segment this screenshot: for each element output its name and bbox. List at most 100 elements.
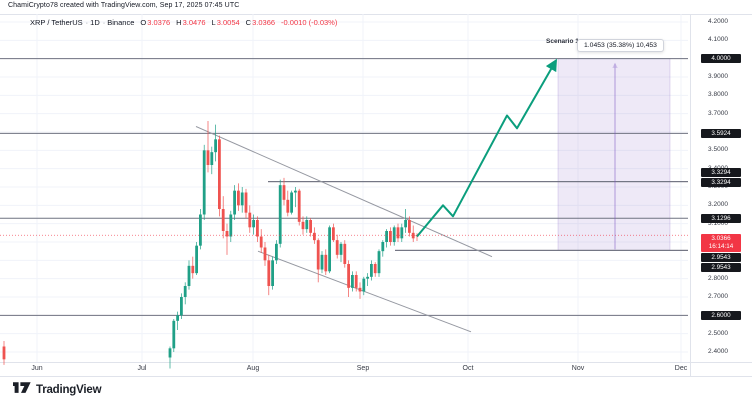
legend-separator: · bbox=[85, 18, 89, 27]
month-tick-label: Sep bbox=[356, 365, 370, 372]
candle-body bbox=[351, 274, 354, 288]
trendline[interactable] bbox=[257, 250, 472, 333]
price-tick-label: 4.2000 bbox=[708, 18, 728, 25]
scenario-projection-path[interactable] bbox=[416, 58, 557, 238]
price-level-badge: 3.5924 bbox=[701, 128, 741, 138]
candle-body bbox=[244, 192, 248, 213]
candle-body bbox=[191, 265, 195, 274]
candle-body bbox=[358, 287, 362, 292]
scenario-info-box: 1.0453 (35.38%) 10,453 bbox=[577, 39, 664, 52]
candle-body bbox=[305, 219, 309, 230]
scenario-target-zone[interactable] bbox=[557, 58, 671, 251]
price-tick-label: 2.4000 bbox=[708, 347, 728, 355]
candle-body bbox=[176, 315, 179, 321]
candle-body bbox=[385, 230, 388, 242]
candle-body bbox=[347, 263, 350, 288]
candle-body bbox=[294, 190, 297, 193]
trendline[interactable] bbox=[195, 126, 493, 258]
candle-body bbox=[328, 227, 331, 272]
price-tick-label: 3.5000 bbox=[708, 146, 728, 154]
candle-body bbox=[229, 214, 233, 237]
price-level-badge: 2.6000 bbox=[701, 310, 741, 320]
price-tick-label: 3.7000 bbox=[708, 109, 728, 117]
price-level-badge: 3.3294 bbox=[701, 178, 741, 188]
candle-body bbox=[248, 212, 252, 228]
candle-body bbox=[267, 260, 271, 286]
price-level-badge: 2.9543 bbox=[701, 262, 741, 272]
candle-body bbox=[362, 278, 366, 292]
candle-body bbox=[278, 185, 282, 244]
open-value: 3.0376 bbox=[147, 18, 171, 27]
candle-body bbox=[396, 227, 400, 239]
candle-body bbox=[313, 232, 316, 241]
legend-separator: · bbox=[102, 18, 106, 27]
time-axis[interactable]: Jun Jul Aug Sep Oct Nov Dec bbox=[0, 362, 690, 377]
high-label: H bbox=[176, 18, 182, 27]
price-tick-label: 3.2000 bbox=[708, 201, 728, 209]
last-price-countdown-badge: 3.0366 16:14:14 bbox=[701, 233, 741, 252]
low-label: L bbox=[211, 18, 216, 27]
candle-body bbox=[324, 254, 328, 272]
candle-body bbox=[370, 263, 373, 277]
tradingview-mark-icon bbox=[13, 380, 31, 399]
candle-body bbox=[256, 219, 259, 237]
month-tick-label: Nov bbox=[571, 365, 585, 372]
month-tick-label: Aug bbox=[246, 365, 260, 372]
candle-body bbox=[339, 243, 343, 255]
candle-body bbox=[214, 139, 217, 153]
candle-body bbox=[263, 247, 267, 261]
candle-body bbox=[290, 192, 293, 213]
price-tick-label: 2.8000 bbox=[708, 274, 728, 282]
timeframe-label[interactable]: 1D bbox=[90, 18, 100, 27]
close-label: C bbox=[245, 18, 252, 27]
candle-body bbox=[377, 251, 381, 274]
price-tick-label: 2.7000 bbox=[708, 292, 728, 300]
candle-body bbox=[354, 274, 358, 288]
candle-body bbox=[225, 230, 229, 237]
candle-body bbox=[237, 190, 240, 206]
month-tick-label: Jun bbox=[31, 365, 43, 372]
candle-body bbox=[233, 190, 236, 215]
candle-body bbox=[286, 199, 290, 213]
time-axis-border bbox=[0, 362, 752, 363]
candle-body bbox=[316, 240, 320, 270]
high-value: 3.0476 bbox=[182, 18, 206, 27]
candle-body bbox=[332, 227, 335, 241]
candle-body bbox=[366, 276, 369, 279]
candle-body bbox=[392, 227, 396, 242]
tradingview-wordmark: TradingView bbox=[36, 383, 102, 396]
month-tick-label: Jul bbox=[137, 365, 147, 372]
attribution-text: ChamiCrypto78 created with TradingView.c… bbox=[8, 2, 240, 9]
change-value: -0.0010 (-0.03%) bbox=[281, 18, 338, 27]
panel-top-border bbox=[0, 14, 752, 15]
tradingview-logo[interactable]: TradingView bbox=[13, 380, 102, 399]
candle-body bbox=[309, 219, 312, 233]
candle-body bbox=[183, 285, 187, 297]
candle-body bbox=[218, 139, 221, 209]
candle-body bbox=[408, 219, 411, 233]
candle-body bbox=[180, 296, 183, 316]
price-axis[interactable]: 4.20004.10003.90003.80003.70003.50003.40… bbox=[690, 14, 752, 362]
candle-body bbox=[411, 232, 415, 239]
candle-body bbox=[172, 320, 176, 349]
month-tick-label: Dec bbox=[674, 365, 688, 372]
price-tick-label: 2.5000 bbox=[708, 329, 728, 337]
candle-body bbox=[187, 265, 191, 286]
symbol-legend: XRP / TetherUS · 1D · Binance O3.0376 H3.0476 L… bbox=[30, 18, 338, 27]
candle-body bbox=[275, 243, 278, 261]
low-value: 3.0054 bbox=[216, 18, 240, 27]
candle-body bbox=[301, 221, 305, 230]
candle-body bbox=[199, 214, 202, 246]
candle-body bbox=[252, 219, 255, 228]
scenario-label: Scenario 1 bbox=[546, 38, 579, 45]
price-tick-label: 3.1000 bbox=[708, 219, 728, 227]
candle-body bbox=[195, 245, 198, 274]
candle-body bbox=[2, 346, 6, 360]
symbol-name[interactable]: XRP / TetherUS bbox=[30, 18, 83, 27]
candle-body bbox=[259, 236, 263, 248]
month-tick-label: Oct bbox=[462, 365, 474, 372]
plot-area[interactable] bbox=[0, 14, 688, 369]
price-level-badge: 3.1296 bbox=[701, 213, 741, 223]
